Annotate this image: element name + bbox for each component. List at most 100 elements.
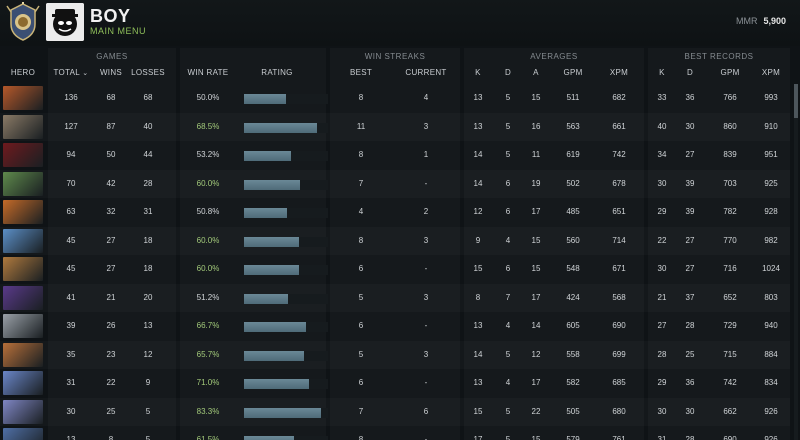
cell-best: 6 (358, 378, 364, 387)
cell-avg-xpm: 680 (612, 406, 626, 416)
header-rec-xpm[interactable]: XPM (761, 68, 781, 77)
cell-avg-d: 5 (505, 121, 511, 131)
cell-avg-a: 19 (531, 178, 541, 188)
header-win-rate[interactable]: WIN RATE (187, 68, 229, 77)
rating-bar (244, 179, 328, 190)
header-rec-gpm[interactable]: GPM (720, 68, 740, 77)
table-row[interactable]: 41 21 20 51.2% 5 3 8 7 17 424 568 21 37 652 803 (0, 284, 790, 312)
scroll-thumb[interactable] (794, 84, 798, 118)
header-total[interactable]: TOTAL ⌄ (50, 68, 92, 77)
cell-wins: 42 (106, 178, 116, 188)
table-row[interactable]: 45 27 18 60.0% 8 3 9 4 15 560 714 22 27 770 982 (0, 227, 790, 255)
column-headers: HERO TOTAL ⌄ WINS LOSSES WIN RATE RATING… (0, 68, 800, 82)
cell-rec-gpm: 690 (723, 435, 737, 440)
cell-rec-xpm: 928 (764, 207, 778, 216)
cell-rec-gpm: 860 (723, 121, 737, 131)
hero-portrait[interactable] (3, 285, 43, 310)
cell-best: 8 (358, 435, 364, 440)
cell-rec-gpm: 766 (723, 93, 737, 102)
hero-portrait[interactable] (3, 314, 43, 338)
table-row[interactable]: 39 26 13 66.7% 6 - 13 4 14 605 690 27 28 729 940 (0, 312, 790, 340)
hero-portrait[interactable] (3, 86, 43, 110)
header-hero[interactable]: HERO (10, 68, 36, 77)
cell-best: 5 (358, 349, 364, 359)
cell-rec-gpm: 662 (723, 406, 737, 416)
cell-avg-a: 12 (531, 349, 541, 359)
header-avg-gpm[interactable]: GPM (563, 68, 583, 77)
cell-avg-a: 22 (531, 406, 541, 416)
header-wins[interactable]: WINS (99, 68, 123, 77)
avatar[interactable] (46, 3, 84, 41)
header-avg-xpm[interactable]: XPM (609, 68, 629, 77)
table-row[interactable]: 35 23 12 65.7% 5 3 14 5 12 558 699 28 25 715 884 (0, 341, 790, 369)
cell-total: 41 (66, 292, 76, 302)
header-avg-d[interactable]: D (504, 68, 512, 77)
group-averages: AVERAGES (530, 52, 578, 61)
hero-portrait[interactable] (3, 200, 43, 224)
cell-current: - (424, 264, 428, 273)
cell-current: 3 (423, 235, 429, 245)
cell-current: - (424, 321, 428, 330)
cell-losses: 13 (143, 321, 153, 330)
hero-portrait[interactable] (3, 228, 43, 253)
cell-wins: 25 (106, 406, 116, 416)
table-scrollbar[interactable] (794, 84, 798, 440)
table-row[interactable]: 127 87 40 68.5% 11 3 13 5 16 563 661 40 30 860 910 (0, 113, 790, 141)
cell-avg-a: 17 (531, 207, 541, 216)
hero-portrait[interactable] (3, 143, 43, 167)
cell-avg-k: 13 (473, 321, 483, 330)
cell-rec-xpm: 951 (764, 150, 778, 159)
cell-rec-d: 28 (685, 435, 695, 440)
hero-portrait[interactable] (3, 342, 43, 367)
hero-portrait[interactable] (3, 171, 43, 196)
header-best-streak[interactable]: BEST (349, 68, 373, 77)
cell-best: 8 (358, 235, 364, 245)
hero-portrait[interactable] (3, 428, 43, 440)
cell-avg-xpm: 685 (612, 378, 626, 387)
hero-portrait[interactable] (3, 114, 43, 139)
cell-rec-d: 30 (685, 121, 695, 131)
cell-current: 4 (423, 93, 429, 102)
rating-bar (244, 208, 328, 218)
header-avg-a[interactable]: A (533, 68, 539, 77)
header-losses[interactable]: LOSSES (131, 68, 165, 77)
table-row[interactable]: 45 27 18 60.0% 6 - 15 6 15 548 671 30 27 716 1024 (0, 255, 790, 283)
header-rec-d[interactable]: D (686, 68, 694, 77)
table-row[interactable]: 30 25 5 83.3% 7 6 15 5 22 505 680 30 30 662 926 (0, 398, 790, 426)
cell-rec-d: 30 (685, 406, 695, 416)
cell-avg-a: 17 (531, 292, 541, 302)
table-row[interactable]: 63 32 31 50.8% 4 2 12 6 17 485 651 29 39 782 928 (0, 198, 790, 226)
hero-portrait[interactable] (3, 371, 43, 395)
cell-avg-a: 17 (531, 378, 541, 387)
cell-wins: 22 (106, 378, 116, 387)
header-rating[interactable]: RATING (261, 68, 293, 77)
hero-portrait[interactable] (3, 257, 43, 281)
table-row[interactable]: 70 42 28 60.0% 7 - 14 6 19 502 678 30 39 703 925 (0, 170, 790, 198)
sort-chevron-down-icon: ⌄ (82, 70, 89, 77)
column-groups: GAMES WIN STREAKS AVERAGES BEST RECORDS (0, 52, 800, 66)
header-current-streak[interactable]: CURRENT (405, 68, 447, 77)
cell-avg-gpm: 505 (566, 406, 580, 416)
table-row[interactable]: 136 68 68 50.0% 8 4 13 5 15 511 682 33 36 766 993 (0, 84, 790, 112)
cell-avg-d: 5 (505, 406, 511, 416)
table-row[interactable]: 13 8 5 61.5% 8 - 17 5 15 579 761 31 28 690 926 (0, 426, 790, 440)
rating-bar (244, 122, 328, 133)
rating-bar (244, 379, 328, 389)
main-menu-link[interactable]: MAIN MENU (90, 26, 146, 36)
table-row[interactable]: 31 22 9 71.0% 6 - 13 4 17 582 685 29 36 742 834 (0, 369, 790, 397)
header-rec-k[interactable]: K (659, 68, 665, 77)
cell-wins: 8 (108, 435, 114, 440)
cell-avg-a: 16 (531, 121, 541, 131)
rating-bar-fill (244, 379, 309, 389)
cell-avg-d: 4 (505, 235, 511, 245)
cell-rec-d: 27 (685, 264, 695, 273)
cell-avg-gpm: 511 (566, 93, 580, 102)
cell-win-rate: 71.0% (196, 378, 220, 387)
hero-portrait[interactable] (3, 399, 43, 424)
table-row[interactable]: 94 50 44 53.2% 8 1 14 5 11 619 742 34 27 839 951 (0, 141, 790, 169)
cell-rec-k: 29 (657, 207, 667, 216)
rating-bar-fill (244, 350, 304, 361)
cell-win-rate: 50.0% (196, 93, 220, 102)
cell-avg-gpm: 619 (566, 150, 580, 159)
header-avg-k[interactable]: K (475, 68, 481, 77)
